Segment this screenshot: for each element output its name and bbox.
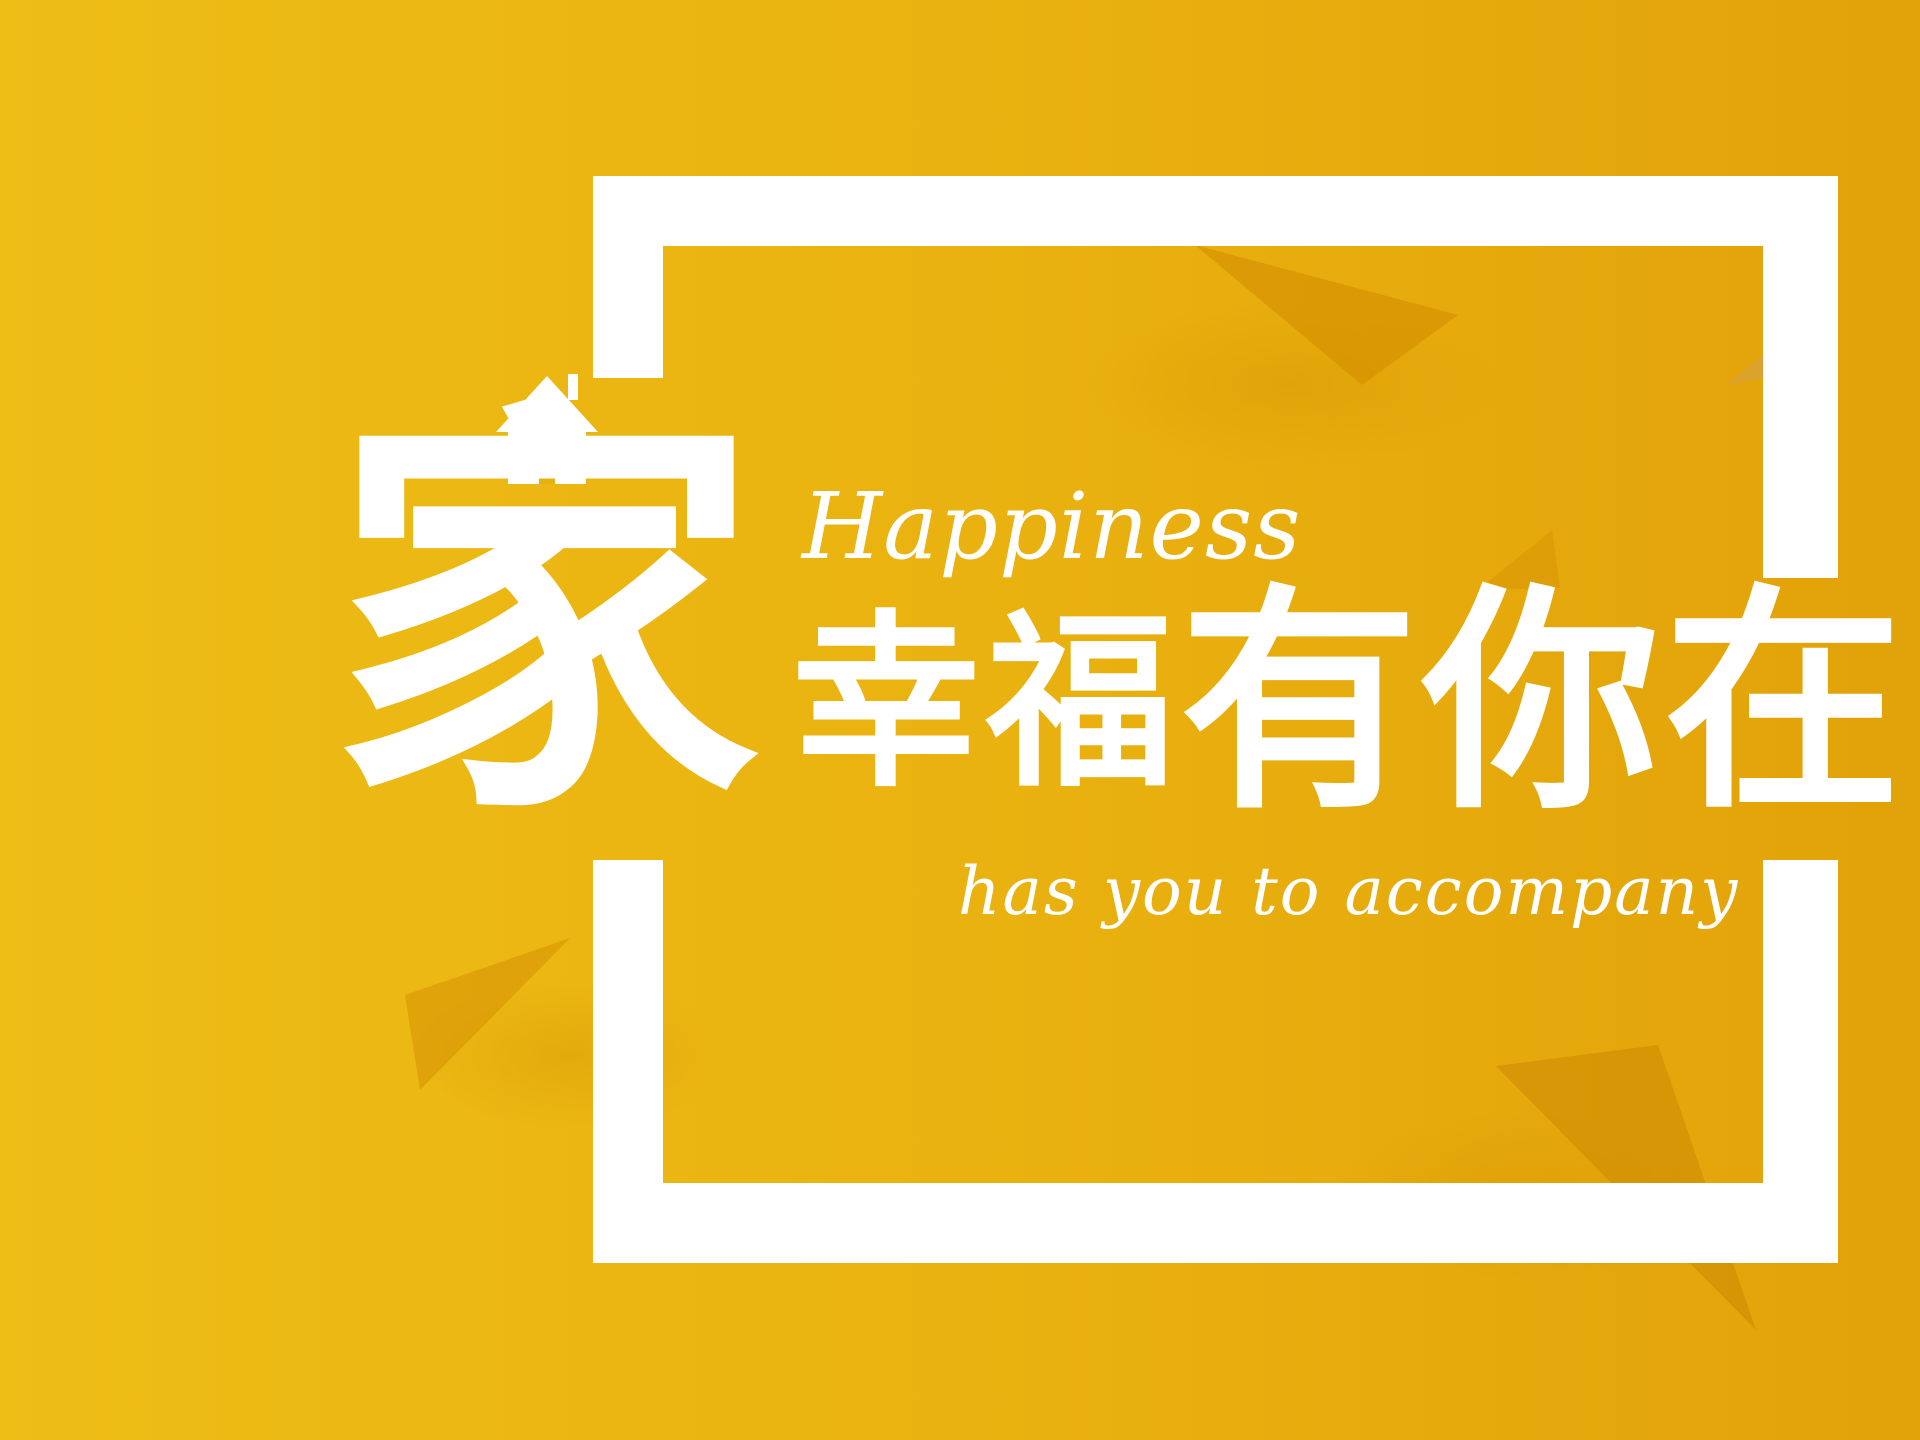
triangle-shard-left [405, 938, 570, 1090]
triangle-shard-right-middle [1478, 530, 1560, 590]
frame-top-bar [593, 176, 1838, 246]
frame-left-upper-bar [593, 176, 663, 378]
main-character: 家 [330, 362, 760, 867]
script-tagline-bottom: has you to accompany [958, 853, 1740, 930]
headline-large: 有你在 [1180, 563, 1906, 842]
headline: 幸福有你在 [792, 578, 1906, 828]
frame-right-upper-bar [1763, 176, 1838, 578]
script-tagline-top: Happiness [802, 473, 1302, 580]
frame-bottom-bar [593, 1183, 1838, 1263]
triangle-shard-top [1195, 245, 1458, 385]
headline-small: 幸福 [792, 592, 1180, 813]
house-icon [496, 374, 598, 484]
